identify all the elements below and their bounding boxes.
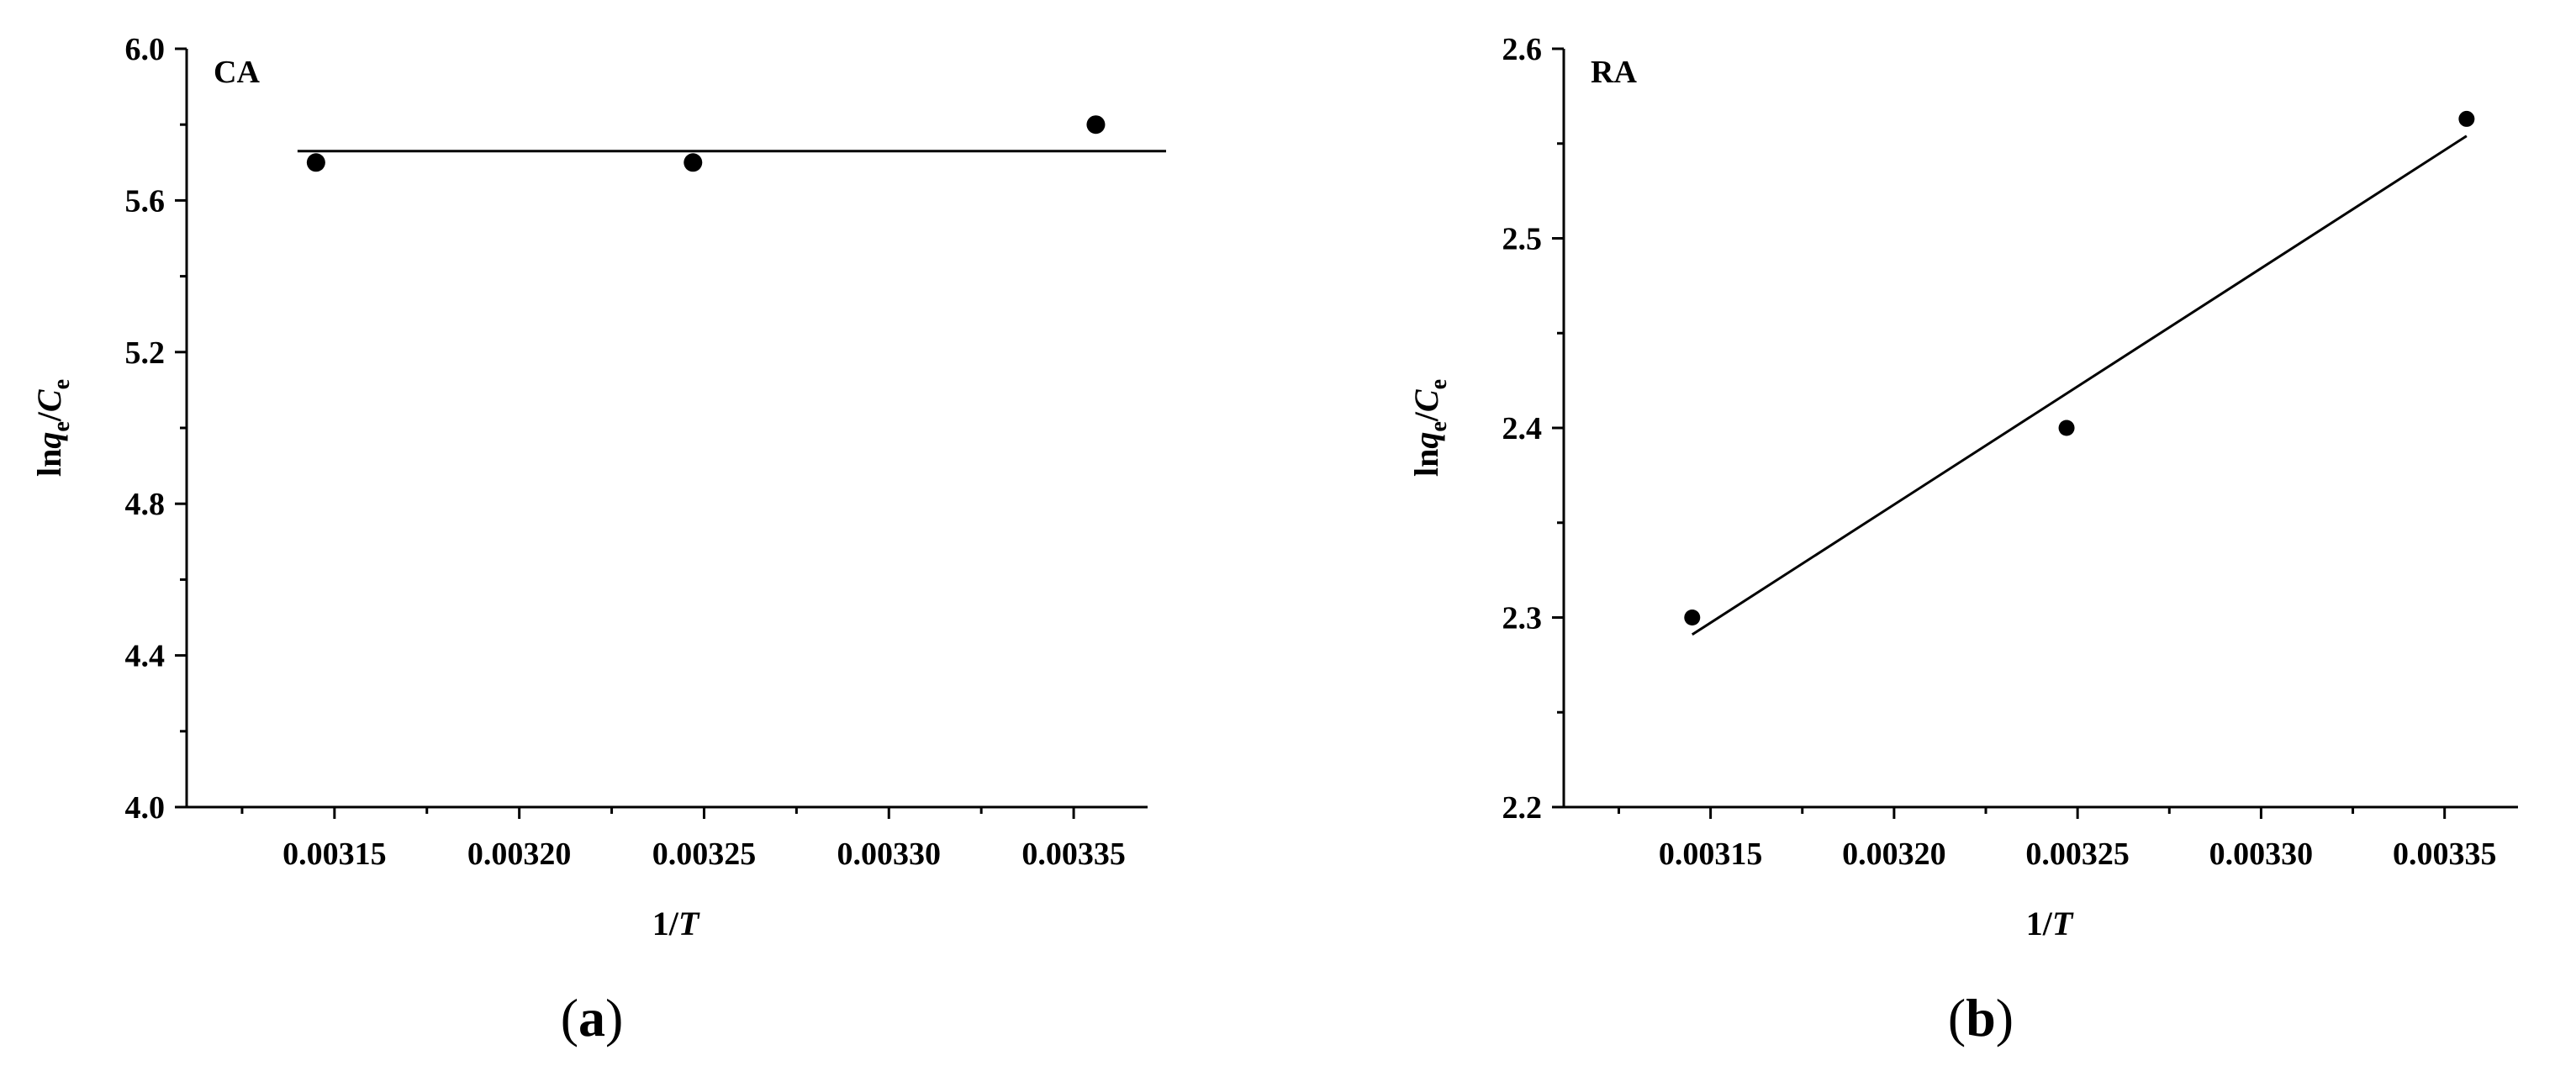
y-axis-title-sub-e1: e <box>49 421 75 431</box>
x-tick-label: 0.00320 <box>467 837 572 872</box>
y-axis-title-c: C <box>1407 388 1445 412</box>
x-axis-title: 1/T <box>2026 905 2074 942</box>
chart-panel-ca: 4.0 4.4 4.8 5.2 5.6 6.0 0.00315 0.00320 0.00325 0… <box>30 32 1166 1048</box>
y-tick-label: 2.4 <box>1502 411 1543 446</box>
x-tick-label: 0.00320 <box>1842 837 1946 872</box>
data-point <box>684 153 703 172</box>
caption-open-paren: ( <box>1948 988 1966 1048</box>
y-axis-title-ln: ln <box>30 449 68 477</box>
caption-open-paren: ( <box>561 988 578 1048</box>
x-axis-title-prefix: 1/ <box>652 905 679 942</box>
y-tick-label: 2.3 <box>1502 601 1543 636</box>
y-tick-label: 2.5 <box>1502 222 1543 257</box>
x-tick-label: 0.00330 <box>837 837 942 872</box>
y-tick-label: 2.2 <box>1502 790 1543 826</box>
x-axis-title: 1/T <box>652 905 700 942</box>
caption-close-paren: ) <box>1996 988 2014 1048</box>
y-tick-label: 2.6 <box>1502 32 1543 67</box>
y-axis-title: lnqe/Ce <box>30 379 75 477</box>
y-tick-label: 4.4 <box>125 639 166 674</box>
panel-tag: RA <box>1591 55 1637 90</box>
y-axis-title-c: C <box>30 388 68 412</box>
y-tick-label: 4.8 <box>125 487 166 522</box>
x-tick-label: 0.00315 <box>282 837 387 872</box>
y-tick-label: 6.0 <box>125 32 166 67</box>
x-tick-label: 0.00335 <box>1021 837 1126 872</box>
data-point <box>306 153 325 172</box>
y-axis-title-sub-e2: e <box>1426 379 1452 389</box>
data-point <box>1086 115 1106 135</box>
x-tick-label: 0.00330 <box>2209 837 2314 872</box>
panel-tag: CA <box>214 55 260 90</box>
panel-caption: (a) <box>561 988 624 1048</box>
fit-line <box>1691 135 2468 636</box>
y-axis-title-ln: ln <box>1407 449 1445 477</box>
chart-panel-ra: 2.2 2.3 2.4 2.5 2.6 0.00315 0.00320 0.00325 0.00… <box>1407 32 2518 1048</box>
x-tick-label: 0.00335 <box>2393 837 2497 872</box>
y-axis-title-q: q <box>30 432 68 449</box>
x-axis-title-prefix: 1/ <box>2026 905 2053 942</box>
x-tick-label: 0.00315 <box>1659 837 1763 872</box>
y-axis-title-slash: / <box>30 411 68 422</box>
y-tick-label: 5.6 <box>125 183 166 219</box>
data-point <box>1684 610 1701 625</box>
x-tick-label: 0.00325 <box>2025 837 2130 872</box>
data-point <box>2458 110 2475 127</box>
y-axis-title-q: q <box>1407 432 1445 449</box>
y-axis-title-sub-e1: e <box>1426 421 1452 431</box>
caption-close-paren: ) <box>605 988 623 1048</box>
data-point <box>2058 420 2075 436</box>
y-axis-title-sub-e2: e <box>49 379 75 389</box>
y-axis-title-slash: / <box>1407 411 1445 422</box>
caption-letter: a <box>578 988 605 1048</box>
y-tick-label: 5.2 <box>125 335 166 371</box>
x-axis-title-variable: T <box>2052 905 2074 942</box>
x-tick-label: 0.00325 <box>652 837 757 872</box>
caption-letter: b <box>1966 988 1996 1048</box>
x-axis-title-variable: T <box>678 905 700 942</box>
y-axis-title: lnqe/Ce <box>1407 379 1452 477</box>
panel-caption: (b) <box>1948 988 2014 1048</box>
y-tick-label: 4.0 <box>125 790 166 826</box>
